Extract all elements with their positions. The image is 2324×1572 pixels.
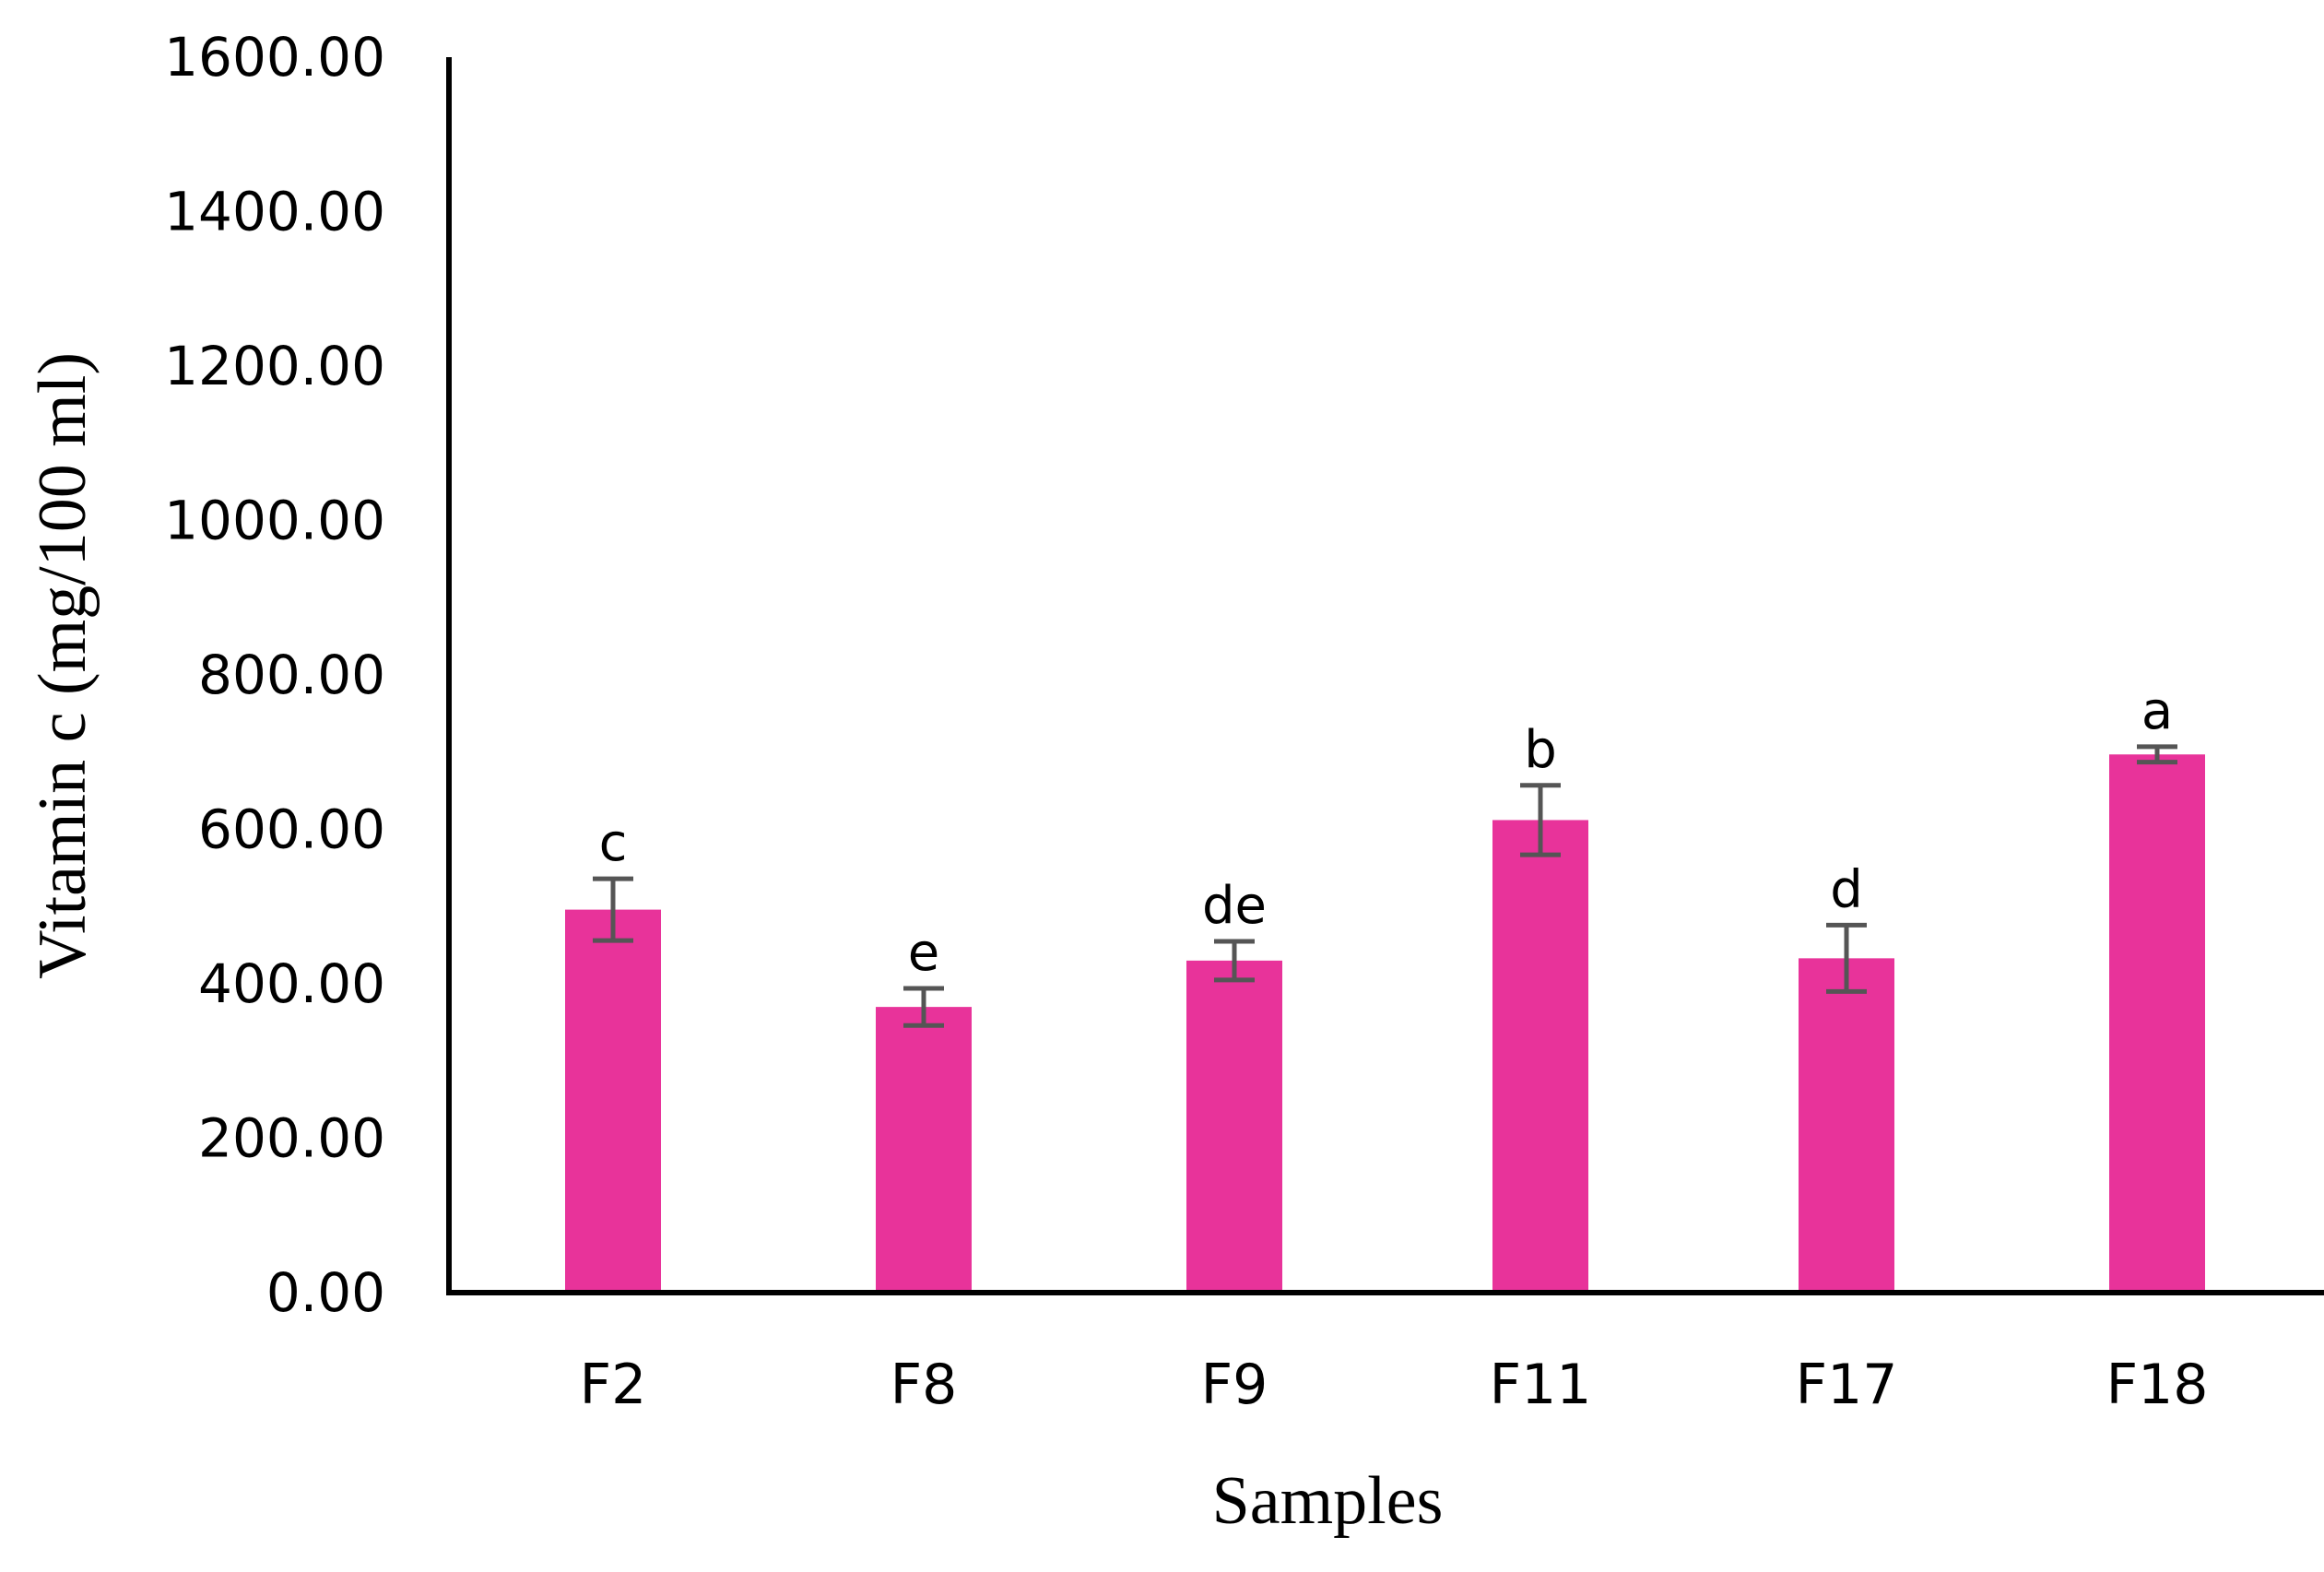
bar-f9 [1186, 960, 1282, 1293]
y-tick-labels: 0.00 200.00 400.00 600.00 800.00 1000.00 1200.… [164, 26, 385, 1324]
significance-labels-group: c e de b d a [599, 681, 2174, 983]
significance-label-f17: d [1830, 859, 1863, 919]
significance-label-f8: e [908, 923, 939, 983]
x-tick-label-f17: F17 [1796, 1353, 1898, 1417]
error-bar-f9 [1214, 939, 1255, 983]
bars-group [565, 754, 2205, 1293]
x-tick-label-f2: F2 [580, 1353, 647, 1417]
significance-label-f18: a [2141, 681, 2173, 741]
bar-f8 [876, 1007, 972, 1293]
bar-f2 [565, 909, 661, 1293]
y-tick-label: 600.00 [198, 798, 385, 861]
y-tick-label: 0.00 [266, 1261, 385, 1324]
y-tick-label: 1200.00 [164, 335, 385, 397]
error-bar-f8 [903, 986, 944, 1028]
error-bars-group [593, 744, 2177, 1028]
y-tick-label: 200.00 [198, 1107, 385, 1170]
y-tick-label: 1400.00 [164, 181, 385, 243]
x-tick-label-f11: F11 [1490, 1353, 1592, 1417]
x-tick-label-f8: F8 [891, 1353, 958, 1417]
y-tick-label: 400.00 [198, 952, 385, 1015]
y-tick-label: 1600.00 [164, 26, 385, 89]
bar-f17 [1799, 958, 1894, 1293]
error-bar-f11 [1520, 783, 1561, 857]
y-axis-title: Vitamin c (mg/100 ml) [25, 352, 100, 979]
significance-label-f9: de [1202, 876, 1267, 936]
significance-label-f2: c [599, 813, 628, 873]
x-axis-title: Samples [1212, 1463, 1444, 1539]
bar-f11 [1492, 820, 1588, 1293]
error-bar-f2 [593, 876, 633, 943]
error-bar-f17 [1826, 922, 1867, 994]
significance-label-f11: b [1524, 720, 1557, 780]
y-tick-label: 1000.00 [164, 490, 385, 552]
bar-f18 [2109, 754, 2205, 1293]
error-bar-f18 [2137, 744, 2177, 765]
x-tick-label-f9: F9 [1201, 1353, 1268, 1417]
y-tick-label: 800.00 [198, 644, 385, 706]
x-tick-label-f18: F18 [2106, 1353, 2209, 1417]
x-category-labels: F2 F8 F9 F11 F17 F18 [580, 1353, 2209, 1417]
